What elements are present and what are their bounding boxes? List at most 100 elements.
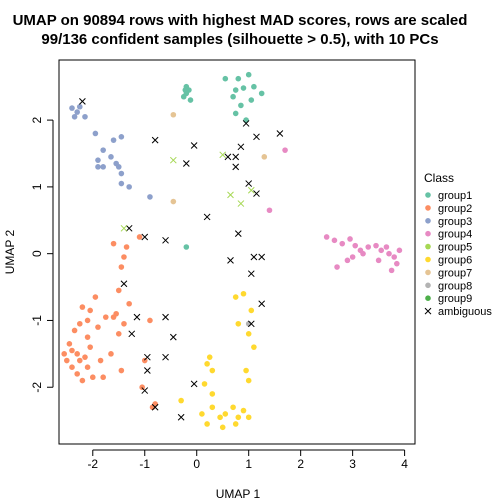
group5-point — [169, 156, 177, 164]
group3-point — [118, 180, 125, 187]
group2-point — [69, 347, 75, 354]
group2-point — [89, 374, 96, 381]
group2-point — [121, 320, 127, 327]
group6-point — [204, 361, 210, 367]
group1-point — [258, 90, 265, 97]
legend-entry: group4 — [425, 229, 472, 241]
group6-point — [235, 414, 242, 421]
ambiguous-point — [203, 213, 211, 221]
group3-point — [74, 109, 80, 115]
legend-label: ambiguous — [438, 306, 492, 318]
group7-point — [261, 154, 268, 160]
ambiguous-point — [190, 380, 198, 388]
group6-point — [219, 424, 226, 431]
legend-entries: group1group2group3group4group5group6grou… — [424, 190, 492, 318]
ambiguous-point — [234, 230, 242, 237]
group4-point — [282, 147, 288, 153]
group1-point — [238, 102, 244, 109]
group5-point — [120, 224, 128, 232]
group2-point — [126, 300, 132, 307]
group1-point — [248, 97, 255, 103]
y-tick-label: -2 — [30, 382, 44, 393]
legend-marker — [425, 230, 431, 237]
group4-point — [339, 240, 346, 247]
group4-point — [352, 242, 359, 249]
group4-point — [347, 236, 353, 242]
group4-point — [394, 260, 400, 267]
group4-point — [360, 250, 366, 257]
group3-point — [108, 154, 114, 160]
group2-point — [76, 357, 83, 364]
ambiguous-point — [227, 256, 234, 264]
legend-entry: group7 — [425, 267, 472, 279]
group2-point — [66, 341, 73, 347]
group7-point — [170, 198, 177, 205]
x-tick-label: 2 — [297, 457, 304, 471]
group6-point — [201, 381, 208, 387]
legend-marker — [425, 243, 431, 250]
legend-marker — [425, 218, 431, 224]
group6-point — [209, 391, 216, 397]
group2-point — [95, 324, 101, 330]
group6-point — [245, 414, 252, 421]
ambiguous-point — [151, 403, 159, 411]
ambiguous-point — [125, 224, 133, 232]
group4-point — [344, 257, 351, 264]
group4-point — [386, 250, 392, 257]
group3-point — [95, 164, 101, 170]
legend-label: group5 — [438, 242, 472, 254]
group2-point — [115, 287, 122, 294]
group2-point — [121, 254, 127, 260]
legend-marker — [425, 205, 431, 211]
legend-entry: group2 — [425, 203, 472, 215]
group3-point — [76, 103, 83, 110]
group6-point — [240, 407, 247, 414]
group2-point — [115, 331, 122, 337]
group2-point — [108, 351, 114, 357]
group3-point — [113, 160, 119, 167]
ambiguous-point — [162, 353, 169, 361]
group1-point — [240, 85, 247, 91]
group6-point — [240, 290, 247, 297]
group6-point — [251, 344, 257, 350]
group2-point — [147, 317, 153, 324]
group4-point — [396, 247, 403, 254]
group7-point — [170, 111, 177, 118]
group5-point — [227, 191, 234, 199]
ambiguous-point — [253, 190, 260, 197]
ambiguous-point — [276, 130, 284, 137]
group2-point — [69, 364, 75, 371]
group2-point — [84, 364, 91, 371]
group2-point — [76, 320, 83, 327]
x-axis: -2 -1 0 1 2 3 4 — [87, 449, 408, 471]
y-tick-label: 1 — [30, 183, 44, 190]
group5-point — [247, 186, 255, 194]
ambiguous-point — [245, 180, 253, 187]
group1-point — [232, 87, 239, 93]
group2-point — [61, 351, 67, 357]
group2-point — [136, 234, 143, 240]
group1-point — [183, 244, 190, 250]
ambiguous-point — [258, 253, 266, 261]
group3-point — [100, 147, 106, 153]
group2-point — [92, 294, 99, 300]
group3-point — [71, 113, 78, 120]
group1-point — [182, 87, 189, 93]
group2-point — [118, 367, 125, 374]
ambiguous-point — [162, 236, 169, 244]
legend-label: group2 — [438, 203, 472, 215]
group3-point — [82, 113, 88, 120]
group6-point — [217, 414, 223, 421]
legend-entry: group3 — [425, 216, 472, 228]
group6-point — [178, 397, 184, 404]
group2-point — [79, 377, 86, 384]
ambiguous-point — [141, 387, 149, 394]
group2-point — [74, 371, 80, 377]
group3-point — [92, 130, 99, 137]
legend-entry: group1 — [425, 190, 472, 202]
legend-entry: group9 — [425, 293, 472, 305]
group2-point — [82, 354, 88, 360]
group2-point — [141, 357, 148, 364]
group6-point — [204, 421, 210, 427]
group2-point — [71, 327, 78, 334]
